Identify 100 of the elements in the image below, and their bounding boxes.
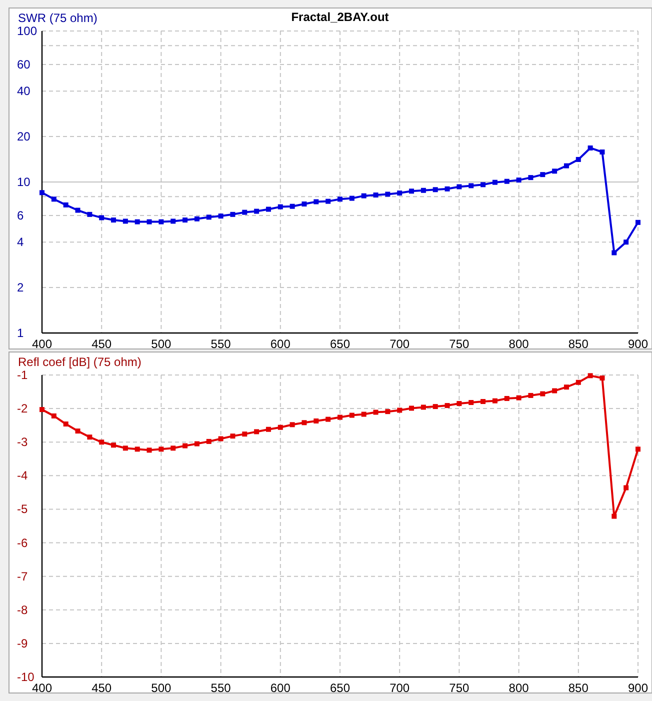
point [182, 218, 188, 223]
x-tick-label: 450 [92, 681, 112, 695]
point [230, 212, 236, 217]
y-tick-label: 20 [17, 130, 31, 144]
point [63, 421, 68, 426]
point [468, 183, 474, 188]
point [409, 406, 414, 411]
point [314, 418, 319, 424]
point [564, 384, 569, 390]
point [170, 218, 176, 224]
point [314, 199, 319, 204]
point [158, 446, 164, 452]
chart-title: Fractal_2BAY.out [291, 10, 389, 24]
point [290, 204, 295, 209]
point [194, 441, 200, 446]
point [516, 178, 522, 183]
point [397, 408, 402, 413]
point [99, 215, 104, 220]
point [349, 412, 354, 418]
point [111, 442, 116, 448]
y-tick-label: -2 [17, 402, 28, 416]
x-tick-label: 600 [270, 337, 291, 351]
y-tick-label: 4 [17, 235, 24, 250]
point [385, 409, 390, 414]
point [540, 391, 546, 396]
point [480, 399, 486, 404]
point [373, 410, 378, 415]
point [338, 414, 342, 420]
x-tick-label: 850 [568, 337, 589, 351]
point [230, 434, 236, 439]
point [146, 219, 152, 224]
point [624, 240, 629, 245]
x-tick-label: 900 [628, 337, 648, 351]
point [51, 413, 56, 418]
point [242, 432, 248, 437]
point [87, 434, 92, 440]
point [468, 400, 474, 406]
point [194, 216, 200, 222]
point [492, 398, 498, 404]
point [504, 178, 510, 184]
point [420, 188, 426, 193]
y-tick-label: -6 [17, 536, 28, 550]
point [540, 172, 546, 178]
point [63, 202, 68, 208]
point [444, 186, 450, 192]
point [302, 420, 307, 426]
point [87, 212, 92, 217]
point [516, 395, 522, 400]
point [397, 190, 402, 196]
point [75, 428, 80, 434]
y-tick-label: -3 [17, 435, 28, 450]
point [146, 448, 152, 453]
y-tick-label: 1 [17, 326, 24, 340]
y-tick-label: -8 [17, 602, 28, 617]
point [588, 373, 593, 378]
point [528, 392, 534, 398]
point [456, 184, 462, 190]
point [182, 443, 188, 448]
y-tick-label: 6 [17, 208, 24, 222]
point [361, 412, 366, 417]
point [242, 210, 248, 215]
x-tick-label: 400 [32, 337, 52, 351]
point [576, 380, 581, 385]
point [612, 250, 617, 256]
x-tick-label: 750 [449, 337, 470, 351]
point [480, 182, 486, 188]
point [349, 196, 354, 201]
x-tick-label: 900 [628, 681, 648, 695]
point [456, 401, 462, 406]
x-tick-label: 500 [151, 681, 172, 695]
y-axis-title: Refl coef [dB] (75 ohm) [18, 355, 142, 369]
y-tick-label: 100 [17, 24, 38, 38]
point [51, 196, 56, 202]
point [122, 446, 128, 451]
point [40, 407, 44, 412]
point [111, 218, 116, 223]
point [444, 403, 450, 408]
point [278, 204, 283, 210]
point [218, 436, 224, 442]
x-tick-label: 450 [92, 337, 112, 351]
point [385, 192, 390, 197]
point [302, 202, 307, 206]
point [552, 388, 558, 394]
point [206, 214, 212, 220]
point [40, 190, 44, 196]
point [206, 438, 212, 444]
x-tick-label: 700 [390, 337, 410, 351]
point [266, 426, 271, 432]
point [432, 404, 438, 410]
y-tick-label: 40 [17, 84, 31, 98]
point [373, 192, 378, 198]
y-tick-label: -10 [17, 670, 35, 684]
point [600, 376, 605, 381]
point [600, 150, 605, 155]
point [624, 485, 629, 490]
point [564, 163, 569, 168]
point [588, 145, 593, 150]
point [636, 446, 640, 452]
point [266, 206, 271, 212]
point [170, 446, 176, 451]
